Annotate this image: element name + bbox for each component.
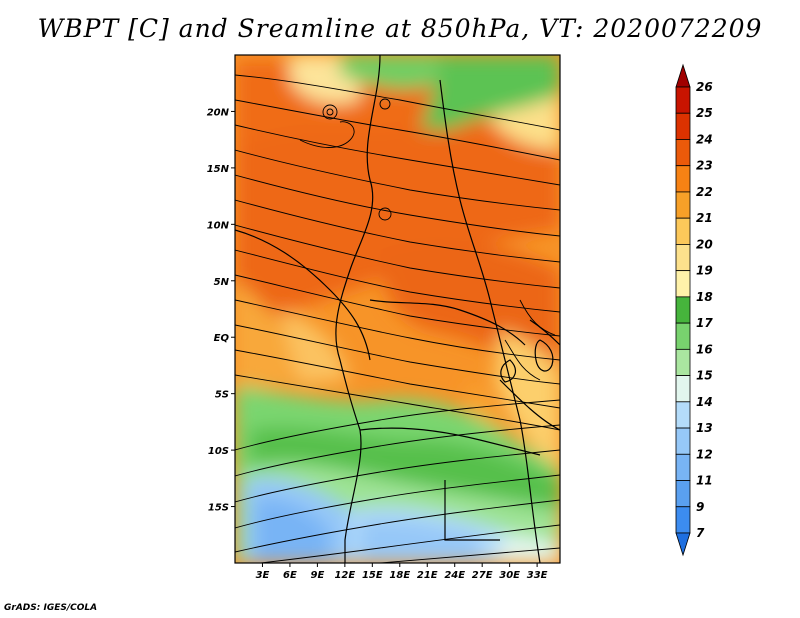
colorbar-level-label: 14 [696,395,713,409]
country-borders [235,55,560,563]
wbpt-field [235,55,560,563]
colorbar-swatch [675,375,691,403]
chart-title: WBPT [C] and Sreamline at 850hPa, VT: 20… [37,14,763,43]
lon-tick-label: 6E [283,570,297,581]
lon-tick-label: 3E [256,570,270,581]
map-frame [234,54,561,564]
colorbar-level-label: 23 [696,159,713,173]
colorbar-level-label: 21 [696,211,713,225]
lon-tick-label: 15E [362,570,383,581]
lat-tick-label: 10S [208,446,229,457]
colorbar-swatch [675,244,691,272]
lat-tick-label: 5S [215,390,229,401]
lon-tick-label: 18E [389,570,410,581]
colorbar-level-label: 26 [696,80,713,94]
colorbar-swatch [675,427,691,455]
streamlines [235,74,560,563]
colorbar-swatch [675,165,691,193]
colorbar-swatch [675,112,691,140]
lon-tick-label: 27E [472,570,493,581]
colorbar-top-arrow [675,63,691,88]
colorbar-level-label: 17 [696,316,713,330]
colorbar-level-label: 11 [696,474,713,488]
lat-tick-label: 15N [207,164,230,175]
colorbar-swatch [675,296,691,324]
lon-tick-label: 21E [417,570,438,581]
colorbar-swatch [675,506,691,534]
colorbar-swatch [675,401,691,429]
colorbar-level-label: 15 [696,369,713,383]
lon-tick-label: 12E [334,570,355,581]
colorbar-level-label: 20 [696,237,713,251]
lat-tick-label: 10N [207,220,230,231]
colorbar-level-label: 22 [696,185,713,199]
grads-credit: GrADS: IGES/COLA [4,603,98,613]
colorbar-bottom-arrow [675,532,691,557]
lat-tick-label: 15S [208,503,229,514]
colorbar-level-label: 25 [696,106,713,120]
colorbar-level-label: 16 [696,342,713,356]
latitude-axis: 20N 15N 10N 5N EQ 5S 10S 15S [207,107,235,514]
colorbar-swatch [675,453,691,481]
colorbar-level-label: 13 [696,421,713,435]
colorbar-level-label: 18 [696,290,713,304]
lat-tick-label: 5N [214,277,230,288]
lat-tick-label: 20N [207,107,230,118]
colorbar: 26 25 24 23 22 21 20 19 18 17 16 15 14 13 12 11 9 7 [675,63,713,557]
lon-tick-label: 9E [310,570,324,581]
colorbar-level-label: 19 [696,264,713,278]
colorbar-swatch [675,86,691,114]
colorbar-level-label: 7 [696,526,705,540]
colorbar-swatch [675,217,691,245]
lon-tick-label: 30E [499,570,520,581]
colorbar-swatch [675,191,691,219]
colorbar-level-label: 12 [696,447,713,461]
colorbar-swatch [675,139,691,167]
colorbar-swatch [675,270,691,298]
longitude-axis: 3E 6E 9E 12E 15E 18E 21E 24E 27E 30E 33E [256,563,548,581]
lat-tick-label: EQ [214,333,230,344]
colorbar-swatch [675,348,691,376]
colorbar-level-label: 24 [696,132,713,146]
colorbar-level-label: 9 [696,500,704,514]
lon-tick-label: 33E [527,570,548,581]
colorbar-swatch [675,480,691,508]
lon-tick-label: 24E [444,570,465,581]
colorbar-swatch [675,322,691,350]
